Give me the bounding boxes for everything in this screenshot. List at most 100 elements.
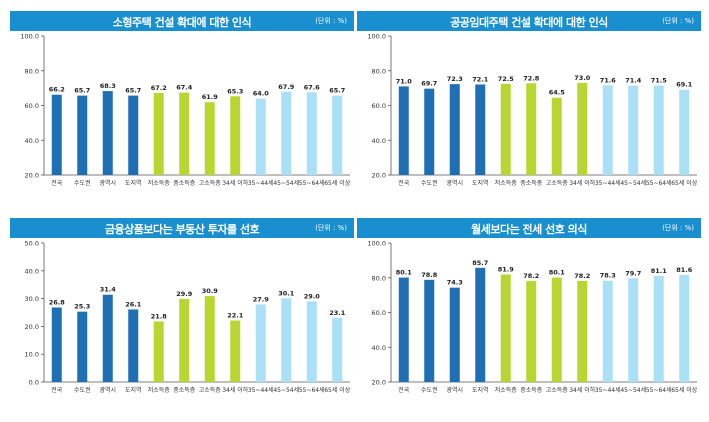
x-tick-label: 도지역 — [125, 179, 142, 187]
bar — [653, 85, 664, 175]
y-tick-label: 20.0 — [25, 172, 39, 180]
x-tick-label: 전국 — [398, 179, 410, 187]
x-tick-label: 55~64세 — [299, 386, 325, 394]
x-tick-label: 35~44세 — [248, 386, 274, 394]
bar — [500, 274, 511, 382]
chart-panel-2: 공공임대주택 건설 확대에 대한 인식 (단위 : %) 20.0 40.0 60.… — [357, 11, 701, 203]
x-tick-label: 45~54세 — [273, 179, 299, 187]
data-label: 80.1 — [396, 269, 413, 277]
x-tick-label: 전국 — [398, 386, 410, 394]
bar — [500, 83, 511, 175]
data-label: 27.9 — [253, 295, 270, 303]
data-label: 64.0 — [253, 90, 270, 98]
x-tick-label: 45~54세 — [620, 386, 646, 394]
bar — [577, 82, 588, 175]
y-tick-label: 80.0 — [372, 67, 386, 75]
y-tick-label: 30.0 — [25, 295, 39, 303]
x-tick-label: 34세 이하 — [222, 179, 249, 187]
data-label: 22.1 — [227, 312, 244, 320]
bar — [449, 287, 460, 382]
data-label: 72.1 — [472, 75, 489, 83]
y-tick-label: 100.0 — [367, 240, 386, 248]
data-label: 69.1 — [676, 81, 693, 89]
x-tick-label: 고소득층 — [199, 386, 222, 394]
x-tick-label: 저소득층 — [148, 179, 171, 187]
x-tick-label: 수도권 — [421, 179, 438, 187]
panel-header: 금융상품보다는 부동산 투자를 선호 (단위 : %) — [10, 218, 354, 238]
data-label: 25.3 — [74, 303, 90, 311]
data-label: 67.2 — [151, 84, 167, 92]
bar — [526, 83, 537, 175]
bar — [153, 321, 164, 382]
x-tick-label: 수도권 — [74, 386, 91, 394]
x-tick-label: 중소득층 — [520, 386, 543, 394]
chart-panel-3: 금융상품보다는 부동산 투자를 선호 (단위 : %) 0.0 10.0 20.0 3… — [10, 218, 354, 410]
bar — [204, 296, 215, 382]
chart-title: 금융상품보다는 부동산 투자를 선호 — [104, 223, 260, 236]
data-label: 85.7 — [472, 259, 488, 267]
x-tick-label: 전국 — [51, 179, 63, 187]
x-tick-label: 45~54세 — [620, 179, 646, 187]
y-tick-label: 100.0 — [367, 33, 386, 41]
bar — [51, 94, 62, 175]
bar — [653, 275, 664, 382]
chart-title: 소형주택 건설 확대에 대한 인식 — [112, 16, 252, 29]
y-tick-label: 20.0 — [372, 379, 386, 387]
data-label: 67.6 — [304, 83, 321, 91]
bar — [230, 320, 241, 382]
x-tick-label: 34세 이하 — [569, 386, 596, 394]
unit-label: (단위 : %) — [315, 17, 347, 25]
bar — [306, 92, 317, 175]
bar — [628, 85, 639, 175]
data-label: 72.3 — [447, 75, 463, 83]
bar — [628, 278, 639, 382]
data-label: 71.5 — [651, 77, 668, 85]
x-tick-label: 65세 이상 — [324, 386, 351, 394]
y-tick-label: 0.0 — [29, 379, 39, 387]
chart-title: 월세보다는 전세 선호 의식 — [471, 223, 587, 236]
data-label: 26.8 — [49, 298, 66, 306]
data-label: 68.3 — [100, 82, 116, 90]
bar — [77, 95, 88, 175]
x-tick-label: 수도권 — [74, 179, 91, 187]
y-tick-label: 20.0 — [372, 172, 386, 180]
bar — [77, 311, 88, 382]
x-tick-label: 저소득층 — [495, 386, 518, 394]
data-label: 26.1 — [125, 300, 142, 308]
data-label: 65.7 — [329, 87, 345, 95]
data-label: 21.8 — [151, 312, 168, 320]
y-tick-label: 60.0 — [25, 102, 39, 110]
y-tick-label: 40.0 — [25, 267, 39, 275]
x-tick-label: 55~64세 — [646, 386, 672, 394]
data-label: 81.9 — [498, 265, 515, 273]
data-label: 71.6 — [600, 76, 617, 84]
y-tick-label: 10.0 — [25, 351, 39, 359]
y-tick-label: 40.0 — [372, 344, 386, 352]
unit-label: (단위 : %) — [315, 224, 347, 232]
bar-chart-plot: 20.0 40.0 60.0 80.0 100.0 80.1 전국 78.8 수도권 74.3 광역… — [367, 240, 697, 395]
bar — [398, 277, 409, 382]
data-label: 65.3 — [227, 87, 243, 95]
bar — [230, 96, 241, 175]
data-label: 78.3 — [600, 272, 616, 280]
bar — [577, 280, 588, 382]
bar — [281, 91, 292, 175]
data-label: 72.8 — [523, 74, 540, 82]
bar — [306, 301, 317, 382]
x-tick-label: 도지역 — [125, 386, 142, 394]
data-label: 30.9 — [202, 287, 219, 295]
x-tick-label: 도지역 — [472, 386, 489, 394]
data-label: 81.6 — [676, 266, 693, 274]
x-tick-label: 중소득층 — [173, 179, 196, 187]
x-tick-label: 고소득층 — [546, 386, 569, 394]
bar — [332, 95, 343, 175]
bar — [679, 89, 690, 175]
x-tick-label: 35~44세 — [595, 179, 621, 187]
data-label: 79.7 — [625, 269, 641, 277]
bar-chart-plot: 20.0 40.0 60.0 80.0 100.0 66.2 전국 65.7 수도권 68.3 광역… — [20, 33, 350, 188]
bar — [179, 298, 190, 382]
bar — [179, 92, 190, 175]
bar — [449, 84, 460, 175]
x-tick-label: 35~44세 — [595, 386, 621, 394]
bar — [255, 304, 266, 382]
